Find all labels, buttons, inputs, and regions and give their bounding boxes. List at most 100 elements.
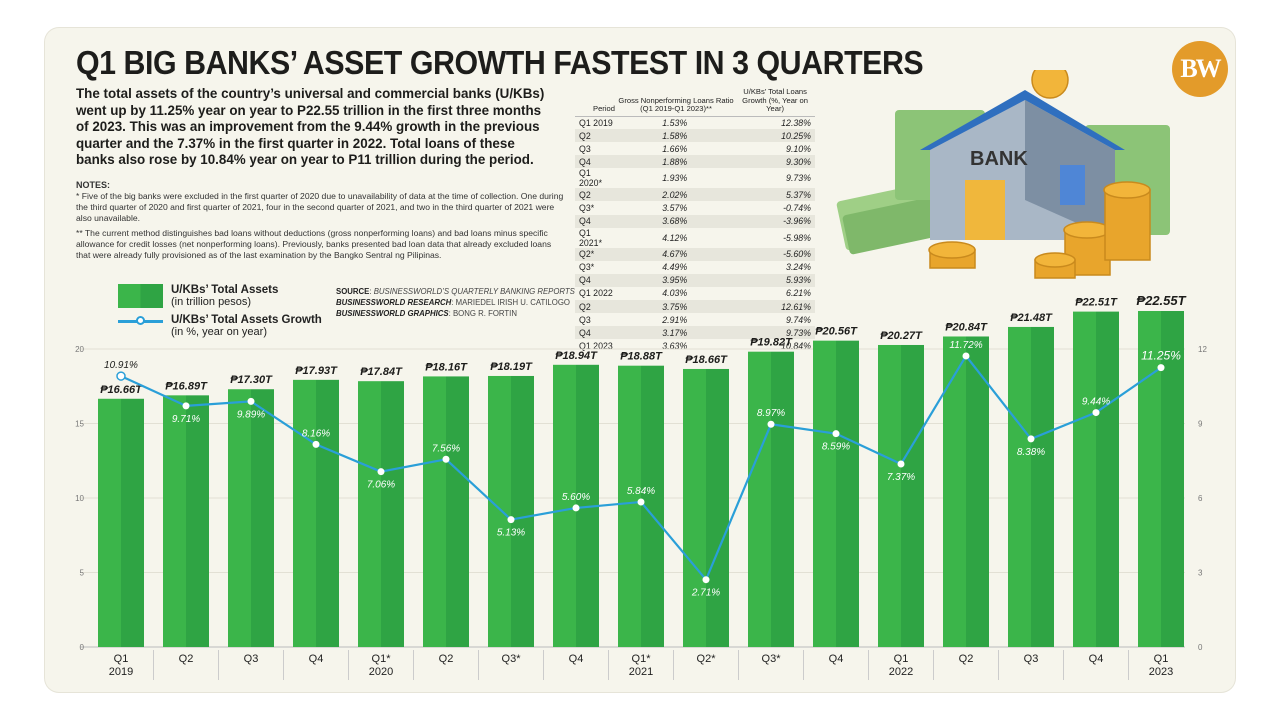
- graphics: BONG R. FORTIN: [452, 309, 517, 318]
- table-cell: Q1 2020*: [579, 168, 602, 189]
- table-row: Q1 2023 3.63% 10.84%: [575, 339, 815, 352]
- growth-point: [832, 430, 840, 438]
- x-tick-label: Q3*: [762, 653, 782, 665]
- table-cell: Q3*: [579, 203, 595, 214]
- y-left-tick: 0: [80, 643, 85, 652]
- bar-shade: [381, 381, 404, 647]
- growth-point: [377, 468, 385, 476]
- legend: U/KBs’ Total Assets (in trillion pesos) U…: [118, 284, 322, 344]
- bar-label: ₱17.93T: [295, 365, 338, 377]
- legend-item-growth: U/KBs’ Total Assets Growth (in %, year on…: [118, 314, 322, 338]
- growth-label: 7.37%: [887, 472, 915, 483]
- bar-shade: [836, 340, 859, 647]
- table-cell: Q2: [575, 129, 617, 143]
- table-cell: 3.63%: [662, 340, 688, 351]
- bar-label: ₱20.84T: [945, 321, 988, 333]
- table-cell: 2.02%: [616, 188, 736, 202]
- table-row: Q1 2021* 4.12% -5.98%: [575, 228, 815, 248]
- x-tick-label: Q2*: [697, 653, 717, 665]
- table-cell: -5.60%: [735, 247, 815, 261]
- research-label: BUSINESSWORLD RESEARCH: [336, 298, 452, 307]
- bar-label: ₱18.66T: [685, 354, 728, 366]
- bar-label: ₱20.27T: [880, 330, 923, 342]
- table-cell: 4.67%: [616, 247, 736, 261]
- bar-shade: [186, 395, 209, 647]
- source: BUSINESSWORLD’S QUARTERLY BANKING REPORT…: [373, 287, 575, 296]
- bar-shade: [121, 398, 144, 647]
- table-cell: 3.17%: [616, 326, 736, 340]
- notes-heading: NOTES:: [76, 180, 111, 190]
- table-cell: 5.93%: [735, 273, 815, 287]
- x-tick-year: 2020: [369, 666, 393, 678]
- table-cell: Q2: [575, 300, 617, 314]
- bar-shade: [706, 368, 729, 647]
- graphics-label: BUSINESSWORLD GRAPHICS: [336, 309, 449, 318]
- table-cell: Q3: [579, 143, 591, 154]
- y-right-tick: 9: [1198, 420, 1203, 429]
- bar-label: ₱22.51T: [1075, 297, 1118, 309]
- growth-point: [1027, 435, 1035, 443]
- x-tick-label: Q4: [829, 653, 844, 665]
- legend-label: U/KBs’ Total Assets Growth: [171, 314, 322, 326]
- legend-sublabel: (in %, year on year): [171, 326, 267, 338]
- growth-label: 10.91%: [104, 360, 138, 371]
- x-tick-year: 2023: [1149, 666, 1173, 678]
- growth-point: [182, 402, 190, 410]
- table-cell: Q4: [575, 326, 617, 340]
- x-tick-label: Q1*: [632, 653, 652, 665]
- table-row: Q1 2020* 1.93% 9.73%: [575, 168, 815, 188]
- table-row: Q3* 3.57% -0.74%: [575, 201, 815, 214]
- bar-label: ₱19.82T: [750, 337, 793, 349]
- table-row: Q2 1.58% 10.25%: [575, 129, 815, 143]
- table-header: Period: [575, 88, 617, 117]
- bar-shade: [511, 375, 534, 647]
- bar-shade: [316, 379, 339, 647]
- table-row: Q2 2.02% 5.37%: [575, 188, 815, 202]
- table-cell: Q4: [575, 214, 617, 228]
- growth-point: [897, 460, 905, 468]
- growth-label: 8.59%: [822, 442, 850, 453]
- growth-point: [442, 455, 450, 463]
- x-tick-label: Q3*: [502, 653, 522, 665]
- bar-shade: [251, 389, 274, 647]
- table-cell: 2.91%: [662, 314, 688, 325]
- growth-point: [767, 420, 775, 428]
- x-tick-label: Q2: [179, 653, 194, 665]
- growth-point: [1092, 409, 1100, 417]
- bank-house-icon: BANK: [920, 90, 1125, 240]
- growth-label: 9.44%: [1082, 397, 1110, 408]
- table-row: Q2 3.75% 12.61%: [575, 300, 815, 314]
- bar: [748, 351, 771, 647]
- bar: [293, 379, 316, 647]
- table-cell: 9.73%: [786, 173, 811, 184]
- bar-label: ₱16.66T: [100, 384, 143, 396]
- growth-label: 7.06%: [367, 480, 395, 491]
- x-tick-label: Q4: [569, 653, 584, 665]
- growth-label: 5.60%: [562, 492, 590, 503]
- table-cell: Q1 2023: [579, 340, 613, 351]
- growth-label: 5.13%: [497, 528, 525, 539]
- coins-icon: [928, 70, 1151, 279]
- bar: [943, 336, 966, 647]
- growth-label: 8.38%: [1017, 447, 1045, 458]
- table-cell: Q4: [575, 273, 617, 287]
- table-row: Q4 3.17% 9.73%: [575, 326, 815, 340]
- table-cell: 4.03%: [662, 288, 688, 299]
- table-cell: 1.93%: [662, 173, 688, 184]
- legend-label: U/KBs’ Total Assets: [171, 284, 279, 296]
- bar-shade: [966, 336, 989, 647]
- bar-shade: [1096, 311, 1119, 647]
- bank-sign: BANK: [970, 148, 1028, 170]
- table-header: Gross Nonperforming Loans Ratio (Q1 2019…: [616, 88, 736, 117]
- x-tick-label: Q3: [244, 653, 259, 665]
- growth-point: [116, 371, 126, 381]
- credits: SOURCE: BUSINESSWORLD’S QUARTERLY BANKIN…: [336, 287, 575, 318]
- bar: [228, 389, 251, 647]
- bar: [163, 395, 186, 647]
- bar-shade: [1161, 311, 1184, 647]
- table-cell: 1.66%: [662, 143, 688, 154]
- table-cell: -0.74%: [783, 203, 811, 214]
- growth-point: [507, 516, 515, 524]
- table-row: Q3 1.66% 9.10%: [575, 142, 815, 155]
- line-swatch-icon: [118, 314, 163, 338]
